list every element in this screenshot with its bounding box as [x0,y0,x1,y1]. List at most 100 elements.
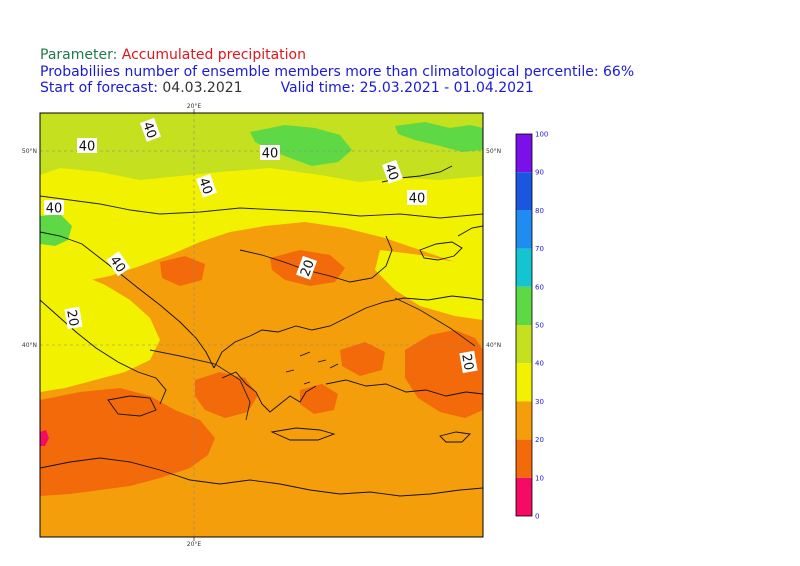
contour-lines [40,195,483,421]
contour-label-box [106,251,131,277]
lon-label-top: 20°E [187,103,202,110]
coastline-azov [457,225,483,237]
contour-label: 20 [63,306,83,330]
colorbar-bin-0-10 [516,477,532,516]
contour-label: 20 [458,350,478,374]
contour-label: 20 [296,255,318,280]
contour-label-box [44,200,64,215]
start-forecast-label: Start of forecast: [40,80,158,96]
contour-label-box [459,350,478,374]
zone-50-60-northeast [395,122,483,152]
zone-30-40-east [375,250,483,320]
contour-label-text: 40 [262,147,279,162]
forecast-time-line: Start of forecast: 04.03.2021 Valid time:… [40,80,534,97]
contour-label: 40 [381,159,403,184]
colorbar-bin-90-100 [516,134,532,173]
colorbar-bin-30-40 [516,363,532,402]
graticule [40,113,483,537]
lat-label-40-left: 40°N [22,342,37,349]
colorbar-tick-label: 90 [535,169,544,177]
colorbar-tick-label: 60 [535,283,544,291]
colorbar-tick-label: 80 [535,207,544,215]
colorbar-bin-50-60 [516,286,532,325]
parameter-line: Parameter: Accumulated precipitation [40,47,306,64]
contour-label: 40 [44,200,64,217]
parameter-value: Accumulated precipitation [121,47,306,63]
contour-label-box [296,255,317,280]
start-forecast-value: 04.03.2021 [162,80,243,96]
contour-label-box [77,138,97,153]
colorbar-bin-80-90 [516,172,532,211]
contour-label-text: 40 [139,120,159,141]
lat-label-40-right: 40°N [486,342,501,349]
axis-labels: 20°E 20°E 50°N 50°N 40°N 40°N [22,103,501,548]
colorbar-bin-20-30 [516,401,532,440]
contour-label: 40 [139,117,161,142]
contour-label: 40 [77,138,97,155]
colorbar-bin-70-80 [516,210,532,249]
contour-label-text: 40 [46,202,63,217]
zone-50-60-west [40,214,72,246]
colorbar-tick-label: 20 [535,436,544,444]
contour-label-box [407,190,427,205]
contour-label-text: 20 [458,353,476,372]
zone-30-40 [40,168,483,282]
contour-label-box [64,306,83,330]
colorbar-tick-label: 40 [535,360,544,368]
colorbar-tick-label: 50 [535,322,544,330]
colorbar-bin-40-50 [516,325,532,364]
zone-10-20-south [40,388,215,496]
contour-label-text: 40 [409,192,426,207]
coastline-italy-west [40,299,167,405]
colorbar-bin-60-70 [516,248,532,287]
coastline-cyprus [439,431,471,443]
lat-label-50-left: 50°N [22,148,37,155]
coastline-crete [270,427,336,441]
zone-30-40-west [40,270,160,392]
probability-subtitle: Probabiliies number of ensemble members … [40,64,635,80]
coastline-crimea [419,241,463,261]
contour-label: 40 [407,190,427,207]
contour-label-text: 20 [63,309,81,328]
coastline-sicily [107,395,157,417]
coastline-turkey-south [325,379,483,397]
map-frame [39,112,484,538]
valid-time-label: Valid time: [280,80,356,96]
zone-0-10 [40,430,49,446]
colorbar-tick-label: 0 [535,513,539,521]
colorbar-tick-label: 70 [535,245,544,253]
colorbar-frame [515,133,533,517]
contour-label-box [196,173,217,198]
contour-20-line [149,297,476,421]
contour-label-text: 40 [195,176,215,197]
contour-label-box [382,159,403,184]
contour-label-box [260,145,280,160]
border-danube [239,235,393,283]
colorbar-bin-10-20 [516,439,532,478]
contour-40-line [40,195,483,219]
coastline-italy-adriatic [40,231,215,369]
coastlines [40,165,483,497]
contour-label-box [140,117,161,142]
lon-label-bottom: 20°E [187,541,202,548]
contour-label-text: 20 [298,258,318,279]
valid-time-value: 25.03.2021 - 01.04.2021 [359,80,534,96]
zone-10-20-anatolia [340,342,385,376]
contour-label: 40 [260,145,280,162]
zone-10-20-east [405,330,483,418]
coastline-aegean-islands [285,351,339,385]
coastline-balkans [213,307,367,369]
zone-10-20-ionian [195,372,258,418]
zone-10-20-aegean [300,384,338,414]
colorbar-tick-label: 100 [535,131,548,139]
coastline-greece [221,371,317,413]
coastline-black-sea [365,295,483,309]
parameter-label: Parameter: [40,47,118,63]
contour-label: 40 [195,173,217,198]
zone-50-60-north [250,125,352,166]
coastline-africa [40,457,483,497]
colorbar-tick-label: 30 [535,398,544,406]
